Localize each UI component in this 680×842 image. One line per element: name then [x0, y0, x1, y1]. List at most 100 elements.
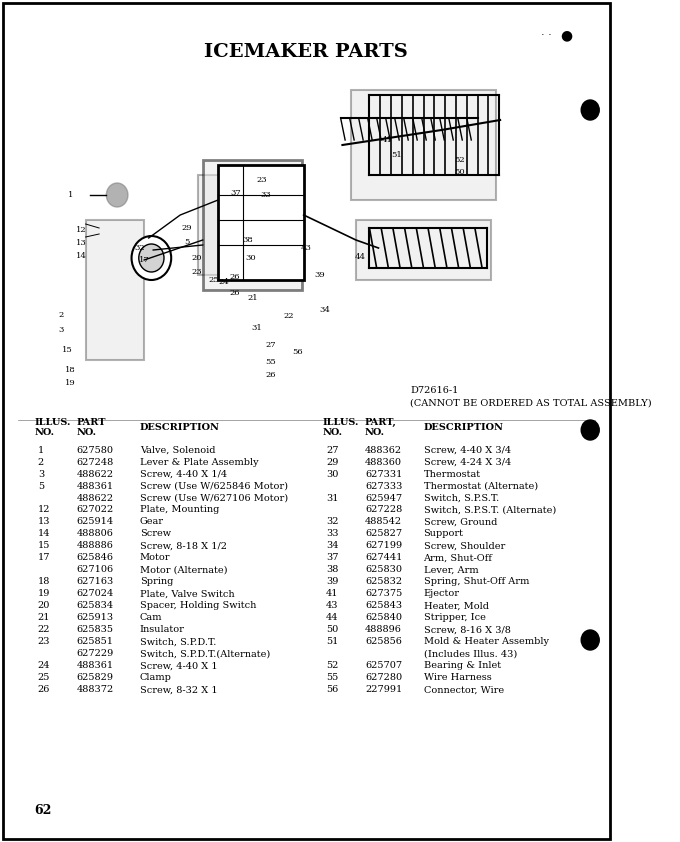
- Text: 627163: 627163: [77, 578, 114, 587]
- Text: Screw, 8-18 X 1/2: Screw, 8-18 X 1/2: [139, 541, 226, 551]
- Text: 625846: 625846: [77, 553, 114, 562]
- Text: 27: 27: [265, 341, 275, 349]
- Circle shape: [581, 420, 599, 440]
- Text: Screw, 8-16 X 3/8: Screw, 8-16 X 3/8: [424, 626, 511, 635]
- Text: 488542: 488542: [365, 518, 402, 526]
- Text: 15: 15: [62, 346, 73, 354]
- Text: 24: 24: [38, 662, 50, 670]
- Text: Screw, Shoulder: Screw, Shoulder: [424, 541, 505, 551]
- Text: 44: 44: [355, 253, 366, 261]
- Text: D72616-1: D72616-1: [410, 386, 458, 395]
- Text: 625856: 625856: [365, 637, 402, 647]
- Text: 41: 41: [382, 136, 393, 144]
- Text: 56: 56: [292, 348, 303, 356]
- Text: 43: 43: [301, 244, 312, 252]
- Text: Support: Support: [424, 530, 464, 539]
- Text: Screw, 4-40 X 1/4: Screw, 4-40 X 1/4: [139, 470, 227, 478]
- Text: 2: 2: [58, 311, 64, 319]
- Text: (Includes Illus. 43): (Includes Illus. 43): [424, 649, 517, 658]
- Text: 22: 22: [38, 626, 50, 635]
- Text: 32: 32: [135, 244, 145, 252]
- Text: 25: 25: [208, 276, 219, 284]
- Text: 52: 52: [326, 662, 339, 670]
- Text: Mold & Heater Assembly: Mold & Heater Assembly: [424, 637, 549, 647]
- Text: 33: 33: [326, 530, 339, 539]
- Text: 39: 39: [326, 578, 339, 587]
- Text: 625840: 625840: [365, 614, 402, 622]
- Text: 625707: 625707: [365, 662, 402, 670]
- Text: 3: 3: [58, 326, 64, 334]
- Text: 52: 52: [454, 156, 465, 164]
- Text: Motor: Motor: [139, 553, 170, 562]
- Text: Heater, Mold: Heater, Mold: [424, 601, 488, 610]
- Text: 627280: 627280: [365, 674, 402, 683]
- Text: 34: 34: [319, 306, 330, 314]
- Text: 51: 51: [326, 637, 339, 647]
- Text: 51: 51: [391, 151, 402, 159]
- Text: ICEMAKER PARTS: ICEMAKER PARTS: [205, 43, 408, 61]
- Text: 627375: 627375: [365, 589, 402, 599]
- Text: Clamp: Clamp: [139, 674, 171, 683]
- Text: PART,: PART,: [365, 418, 397, 427]
- Text: Switch, S.P.D.T.: Switch, S.P.D.T.: [139, 637, 216, 647]
- Text: 627248: 627248: [77, 457, 114, 466]
- Circle shape: [581, 630, 599, 650]
- Text: 19: 19: [65, 379, 75, 387]
- Text: PART: PART: [77, 418, 106, 427]
- Text: Spacer, Holding Switch: Spacer, Holding Switch: [139, 601, 256, 610]
- Text: 23: 23: [38, 637, 50, 647]
- Text: 13: 13: [75, 239, 86, 247]
- Text: Connector, Wire: Connector, Wire: [424, 685, 504, 695]
- Text: Lever & Plate Assembly: Lever & Plate Assembly: [139, 457, 258, 466]
- Text: Screw, 4-40 X 3/4: Screw, 4-40 X 3/4: [424, 445, 511, 455]
- Text: 26: 26: [38, 685, 50, 695]
- Text: ILLUS.: ILLUS.: [34, 418, 71, 427]
- Text: 26: 26: [229, 273, 239, 281]
- Text: 39: 39: [315, 271, 325, 279]
- Text: 31: 31: [326, 493, 339, 503]
- Text: 44: 44: [326, 614, 339, 622]
- Text: Gear: Gear: [139, 518, 164, 526]
- Text: NO.: NO.: [322, 428, 343, 436]
- Text: 30: 30: [245, 254, 256, 262]
- Text: 14: 14: [75, 252, 86, 260]
- Text: 227991: 227991: [365, 685, 402, 695]
- Text: 50: 50: [326, 626, 339, 635]
- Text: 627199: 627199: [365, 541, 402, 551]
- Bar: [203, 160, 302, 290]
- Text: Motor (Alternate): Motor (Alternate): [139, 566, 227, 574]
- Circle shape: [581, 100, 599, 120]
- Text: 23: 23: [191, 268, 202, 276]
- Text: 25: 25: [38, 674, 50, 683]
- Text: Lever, Arm: Lever, Arm: [424, 566, 478, 574]
- Text: Screw, 8-32 X 1: Screw, 8-32 X 1: [139, 685, 218, 695]
- Text: Screw, 4-24 X 3/4: Screw, 4-24 X 3/4: [424, 457, 511, 466]
- Text: 55: 55: [326, 674, 339, 683]
- Text: 26: 26: [229, 289, 239, 297]
- Text: 33: 33: [260, 191, 271, 199]
- Text: 13: 13: [38, 518, 50, 526]
- Text: 627331: 627331: [365, 470, 403, 478]
- Circle shape: [106, 183, 128, 207]
- Text: 1: 1: [67, 191, 73, 199]
- Text: Spring: Spring: [139, 578, 173, 587]
- Text: 5: 5: [38, 482, 44, 491]
- Text: 21: 21: [247, 294, 258, 302]
- Text: Ejector: Ejector: [424, 589, 460, 599]
- Text: Bearing & Inlet: Bearing & Inlet: [424, 662, 500, 670]
- Text: Cam: Cam: [139, 614, 162, 622]
- Text: Arm, Shut-Off: Arm, Shut-Off: [424, 553, 492, 562]
- Text: 625832: 625832: [365, 578, 402, 587]
- Text: Plate, Valve Switch: Plate, Valve Switch: [139, 589, 235, 599]
- Text: 38: 38: [326, 566, 339, 574]
- Text: 488896: 488896: [365, 626, 402, 635]
- Text: DESCRIPTION: DESCRIPTION: [139, 423, 220, 431]
- Text: Switch, S.P.S.T.: Switch, S.P.S.T.: [424, 493, 498, 503]
- Text: 26: 26: [265, 371, 275, 379]
- Text: 625829: 625829: [77, 674, 114, 683]
- Text: Thermostat (Alternate): Thermostat (Alternate): [424, 482, 538, 491]
- Text: 17: 17: [139, 256, 150, 264]
- Bar: [218, 165, 304, 280]
- Text: DESCRIPTION: DESCRIPTION: [424, 423, 503, 431]
- Text: 37: 37: [231, 189, 241, 197]
